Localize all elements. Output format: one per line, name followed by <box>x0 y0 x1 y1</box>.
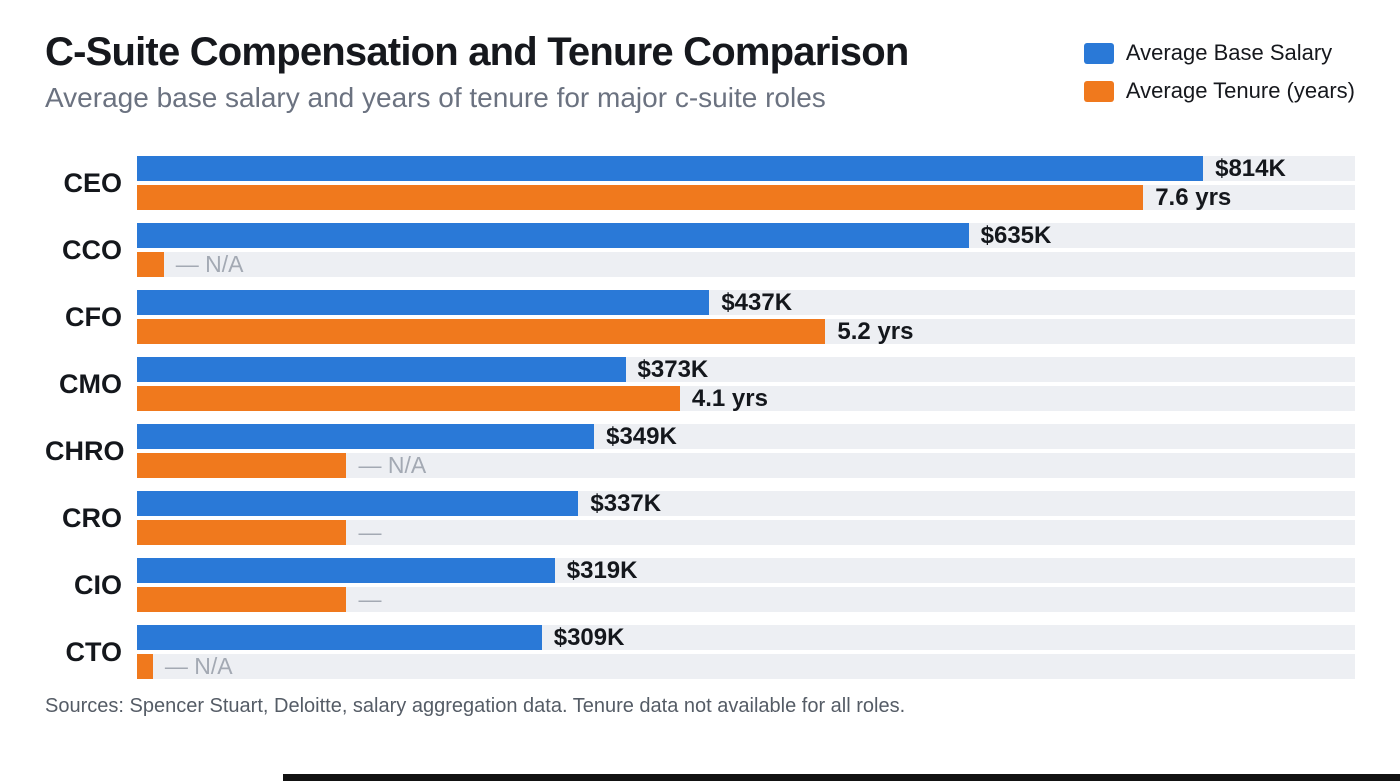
chart-row-chro: CHRO $349K — N/A <box>45 424 1355 478</box>
salary-bar-track: $337K <box>137 491 1355 516</box>
tenure-bar <box>137 319 826 344</box>
salary-bar-track: $309K <box>137 625 1355 650</box>
bar-group: $437K 5.2 yrs <box>137 290 1355 344</box>
tenure-value-label: — N/A <box>164 653 233 679</box>
salary-bar <box>137 290 710 315</box>
tenure-value-label: — N/A <box>175 251 244 277</box>
salary-bar <box>137 424 595 449</box>
tenure-bar <box>137 520 347 545</box>
bar-group: $349K — N/A <box>137 424 1355 478</box>
chart-title: C-Suite Compensation and Tenure Comparis… <box>45 30 909 74</box>
salary-value-label: $309K <box>553 623 625 651</box>
salary-bar <box>137 491 579 516</box>
category-label: CEO <box>63 167 122 198</box>
salary-value-label: $437K <box>721 288 793 316</box>
salary-value-label: $337K <box>590 489 662 517</box>
salary-bar-track: $349K <box>137 424 1355 449</box>
category-label: CCO <box>62 234 122 265</box>
tenure-value-label: 4.1 yrs <box>691 384 768 412</box>
chart-row-cro: CRO $337K — <box>45 491 1355 545</box>
tenure-bar-track: 5.2 yrs <box>137 319 1355 344</box>
tenure-bar <box>137 185 1144 210</box>
bar-group: $373K 4.1 yrs <box>137 357 1355 411</box>
bar-group: $635K — N/A <box>137 223 1355 277</box>
tenure-bar <box>137 654 153 679</box>
tenure-bar-track: — N/A <box>137 654 1355 679</box>
tenure-bar <box>137 252 164 277</box>
salary-bar <box>137 625 542 650</box>
tenure-value-label: — <box>358 586 382 612</box>
salary-value-label: $373K <box>637 355 709 383</box>
bottom-edge-strip <box>283 774 1400 781</box>
bar-group: $309K — N/A <box>137 625 1355 679</box>
legend-label-salary: Average Base Salary <box>1125 40 1333 65</box>
salary-bar <box>137 558 555 583</box>
salary-bar <box>137 357 626 382</box>
chart-row-ceo: CEO $814K 7.6 yrs <box>45 156 1355 210</box>
chart-row-cto: CTO $309K — N/A <box>45 625 1355 679</box>
legend-item-tenure: Average Tenure (years) <box>1083 78 1355 104</box>
category-label: CHRO <box>45 435 125 466</box>
bar-chart: CEO $814K 7.6 yrs CCO $635K — N/A CFO $437K 5.2 … <box>45 156 1355 679</box>
tenure-bar-track: — <box>137 587 1355 612</box>
salary-value-label: $814K <box>1215 154 1286 182</box>
tenure-value-label: 7.6 yrs <box>1155 183 1232 211</box>
category-label: CFO <box>65 301 122 332</box>
category-label: CIO <box>73 569 122 600</box>
chart-subtitle: Average base salary and years of tenure … <box>45 82 826 113</box>
tenure-bar-track: 4.1 yrs <box>137 386 1355 411</box>
chart-row-cfo: CFO $437K 5.2 yrs <box>45 290 1355 344</box>
title-block: C-Suite Compensation and Tenure Comparis… <box>45 30 909 114</box>
tenure-value-label: — <box>358 519 382 545</box>
bar-group: $337K — <box>137 491 1355 545</box>
legend: Average Base Salary Average Tenure (year… <box>1083 30 1355 104</box>
tenure-value-label: — N/A <box>358 452 427 478</box>
chart-row-cio: CIO $319K — <box>45 558 1355 612</box>
tenure-bar-track: 7.6 yrs <box>137 185 1355 210</box>
chart-row-cmo: CMO $373K 4.1 yrs <box>45 357 1355 411</box>
category-label: CTO <box>65 636 122 667</box>
salary-bar-track: $814K <box>137 156 1355 181</box>
salary-value-label: $319K <box>566 556 638 584</box>
source-note: Sources: Spencer Stuart, Deloitte, salar… <box>45 695 906 717</box>
chart-header: C-Suite Compensation and Tenure Comparis… <box>0 0 1400 114</box>
salary-bar <box>137 156 1204 181</box>
bar-group: $814K 7.6 yrs <box>137 156 1355 210</box>
salary-value-label: $635K <box>980 221 1052 249</box>
salary-bar-track: $635K <box>137 223 1355 248</box>
category-label: CRO <box>62 502 122 533</box>
tenure-bar <box>137 587 347 612</box>
tenure-bar-track: — N/A <box>137 453 1355 478</box>
salary-swatch-icon <box>1083 42 1114 64</box>
bar-group: $319K — <box>137 558 1355 612</box>
tenure-bar-track: — <box>137 520 1355 545</box>
chart-row-cco: CCO $635K — N/A <box>45 223 1355 277</box>
salary-bar-track: $319K <box>137 558 1355 583</box>
salary-bar-track: $437K <box>137 290 1355 315</box>
legend-item-salary: Average Base Salary <box>1083 40 1355 66</box>
tenure-bar <box>137 386 680 411</box>
tenure-bar <box>137 453 347 478</box>
salary-bar <box>137 223 969 248</box>
legend-label-tenure: Average Tenure (years) <box>1125 78 1355 103</box>
category-label: CMO <box>59 368 122 399</box>
tenure-swatch-icon <box>1083 80 1114 102</box>
salary-value-label: $349K <box>606 422 677 450</box>
salary-bar-track: $373K <box>137 357 1355 382</box>
tenure-bar-track: — N/A <box>137 252 1355 277</box>
tenure-value-label: 5.2 yrs <box>837 317 914 345</box>
